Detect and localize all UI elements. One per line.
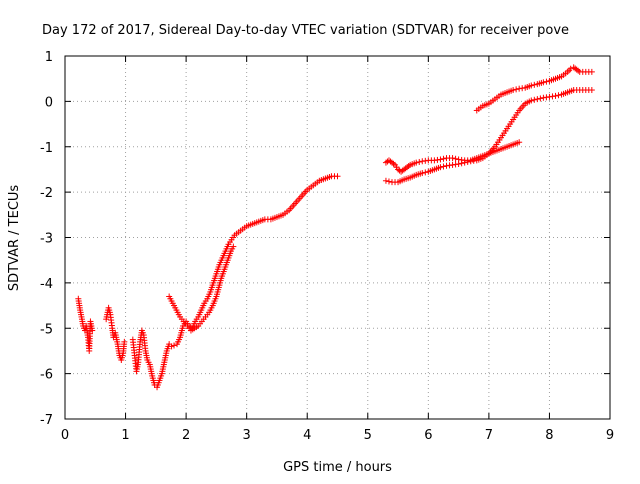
y-tick-label: -4 bbox=[40, 277, 53, 292]
data-point bbox=[437, 164, 444, 171]
data-point bbox=[516, 139, 523, 146]
data-point-fill bbox=[422, 169, 429, 176]
data-point-fill bbox=[440, 163, 447, 170]
data-point bbox=[540, 79, 547, 86]
data-point-fill bbox=[513, 86, 520, 93]
data-point bbox=[121, 338, 128, 345]
x-tick-label: 9 bbox=[606, 428, 614, 443]
data-point bbox=[461, 159, 468, 166]
y-tick-label: 0 bbox=[45, 95, 53, 110]
x-tick-label: 7 bbox=[485, 428, 493, 443]
data-point-fill bbox=[385, 178, 392, 185]
x-tick-label: 6 bbox=[424, 428, 432, 443]
data-point-fill bbox=[416, 158, 423, 165]
data-point bbox=[588, 87, 595, 94]
data-point bbox=[528, 97, 535, 104]
chart-title: Day 172 of 2017, Sidereal Day-to-day VTE… bbox=[42, 23, 569, 38]
data-point bbox=[455, 160, 462, 167]
grid bbox=[65, 56, 610, 419]
data-point-fill bbox=[531, 96, 538, 103]
data-point bbox=[419, 170, 426, 177]
y-axis-label: SDTVAR / TECUs bbox=[7, 185, 22, 292]
y-tick-label: -1 bbox=[40, 141, 53, 156]
data-point-fill bbox=[452, 155, 459, 162]
data-point-fill bbox=[464, 158, 471, 165]
y-tick-label: -5 bbox=[40, 322, 53, 337]
data-point-fill bbox=[543, 78, 550, 85]
data-point bbox=[413, 159, 420, 166]
x-tick-label: 4 bbox=[303, 428, 311, 443]
data-point bbox=[552, 92, 559, 99]
data-point bbox=[510, 87, 517, 94]
data-point-fill bbox=[531, 81, 538, 88]
data-point bbox=[334, 173, 341, 180]
data-point-fill bbox=[440, 155, 447, 162]
data-point-fill bbox=[555, 92, 562, 99]
x-tick-label: 1 bbox=[121, 428, 129, 443]
x-tick-label: 2 bbox=[182, 428, 190, 443]
y-tick-label: -6 bbox=[40, 368, 53, 383]
x-tick-label: 8 bbox=[545, 428, 553, 443]
y-tick-label: -2 bbox=[40, 186, 53, 201]
data-point bbox=[588, 68, 595, 75]
data-point bbox=[449, 155, 456, 162]
x-axis-label: GPS time / hours bbox=[283, 460, 392, 475]
data-point bbox=[89, 327, 96, 334]
data-point bbox=[382, 177, 389, 184]
data-point-fill bbox=[458, 160, 465, 167]
y-tick-label: 1 bbox=[45, 50, 53, 65]
x-tick-label: 3 bbox=[243, 428, 251, 443]
data-point bbox=[171, 342, 177, 349]
data-point-fill bbox=[537, 95, 544, 102]
data-point bbox=[230, 243, 237, 250]
x-tick-label: 5 bbox=[364, 428, 372, 443]
y-tick-label: -7 bbox=[40, 413, 53, 428]
x-tick-label: 0 bbox=[61, 428, 69, 443]
data-point bbox=[437, 156, 444, 163]
data-point bbox=[534, 96, 541, 103]
axis-ticks: 0 1 2 3 4 5 6 7 8 910-1-2-3-4-5-6-7 bbox=[40, 50, 614, 443]
data-point bbox=[528, 82, 535, 89]
data-point-fill bbox=[566, 67, 573, 74]
y-tick-label: -3 bbox=[40, 232, 53, 247]
data-marks bbox=[75, 64, 595, 391]
